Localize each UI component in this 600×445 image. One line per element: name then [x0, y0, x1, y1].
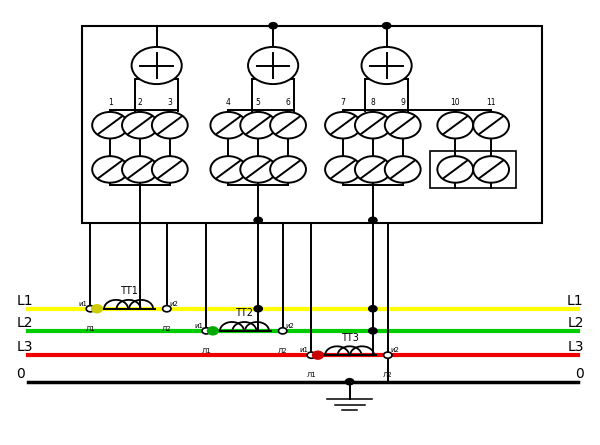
Circle shape — [355, 112, 391, 138]
Circle shape — [86, 306, 95, 312]
Text: Л1: Л1 — [86, 326, 95, 332]
Circle shape — [131, 47, 182, 84]
Circle shape — [163, 306, 171, 312]
Circle shape — [122, 112, 158, 138]
Circle shape — [382, 23, 391, 29]
Text: 4: 4 — [226, 97, 231, 107]
Text: L3: L3 — [567, 340, 584, 354]
Circle shape — [313, 351, 323, 359]
Text: L3: L3 — [16, 340, 33, 354]
Text: L2: L2 — [567, 316, 584, 330]
Text: и2: и2 — [286, 323, 295, 329]
Text: 0: 0 — [575, 367, 584, 381]
Circle shape — [122, 156, 158, 183]
Text: 1: 1 — [108, 97, 112, 107]
Text: Л1: Л1 — [307, 372, 316, 378]
Text: 3: 3 — [167, 97, 172, 107]
Text: 9: 9 — [400, 97, 405, 107]
Circle shape — [368, 217, 377, 223]
Circle shape — [368, 306, 377, 312]
Text: ТТ3: ТТ3 — [341, 333, 359, 343]
Circle shape — [437, 112, 473, 138]
Text: 10: 10 — [451, 97, 460, 107]
Text: ТТ1: ТТ1 — [119, 286, 137, 296]
Circle shape — [211, 156, 246, 183]
Circle shape — [254, 306, 262, 312]
Bar — [430, 151, 516, 188]
Circle shape — [269, 23, 277, 29]
Text: 7: 7 — [341, 97, 346, 107]
Circle shape — [325, 156, 361, 183]
Text: ТТ2: ТТ2 — [235, 308, 253, 319]
Circle shape — [208, 327, 218, 335]
Text: Л2: Л2 — [162, 326, 172, 332]
Text: 11: 11 — [487, 97, 496, 107]
Circle shape — [437, 156, 473, 183]
Text: и2: и2 — [170, 300, 179, 307]
Text: и1: и1 — [194, 323, 203, 329]
Circle shape — [368, 328, 377, 334]
Bar — [82, 26, 542, 222]
Circle shape — [270, 112, 306, 138]
Circle shape — [355, 156, 391, 183]
Text: L1: L1 — [567, 294, 584, 308]
Text: 5: 5 — [256, 97, 260, 107]
Text: L2: L2 — [16, 316, 33, 330]
Circle shape — [248, 47, 298, 84]
Circle shape — [240, 112, 276, 138]
Circle shape — [473, 156, 509, 183]
Circle shape — [211, 112, 246, 138]
Circle shape — [307, 352, 316, 358]
Text: и2: и2 — [391, 347, 400, 353]
Text: L1: L1 — [16, 294, 33, 308]
Text: Л2: Л2 — [383, 372, 392, 378]
Circle shape — [383, 352, 392, 358]
Circle shape — [346, 379, 354, 385]
Circle shape — [385, 112, 421, 138]
Circle shape — [152, 112, 188, 138]
Circle shape — [325, 112, 361, 138]
Circle shape — [92, 305, 103, 313]
Text: 2: 2 — [137, 97, 142, 107]
Circle shape — [270, 156, 306, 183]
Text: Л1: Л1 — [202, 348, 211, 354]
Circle shape — [152, 156, 188, 183]
Circle shape — [385, 156, 421, 183]
Text: 8: 8 — [370, 97, 375, 107]
Circle shape — [240, 156, 276, 183]
Text: и1: и1 — [79, 300, 88, 307]
Circle shape — [92, 112, 128, 138]
Circle shape — [362, 47, 412, 84]
Text: 0: 0 — [16, 367, 25, 381]
Text: 6: 6 — [286, 97, 290, 107]
Circle shape — [202, 328, 211, 334]
Circle shape — [254, 217, 262, 223]
Text: Л2: Л2 — [278, 348, 287, 354]
Text: и1: и1 — [299, 347, 308, 353]
Circle shape — [473, 112, 509, 138]
Circle shape — [92, 156, 128, 183]
Circle shape — [278, 328, 287, 334]
